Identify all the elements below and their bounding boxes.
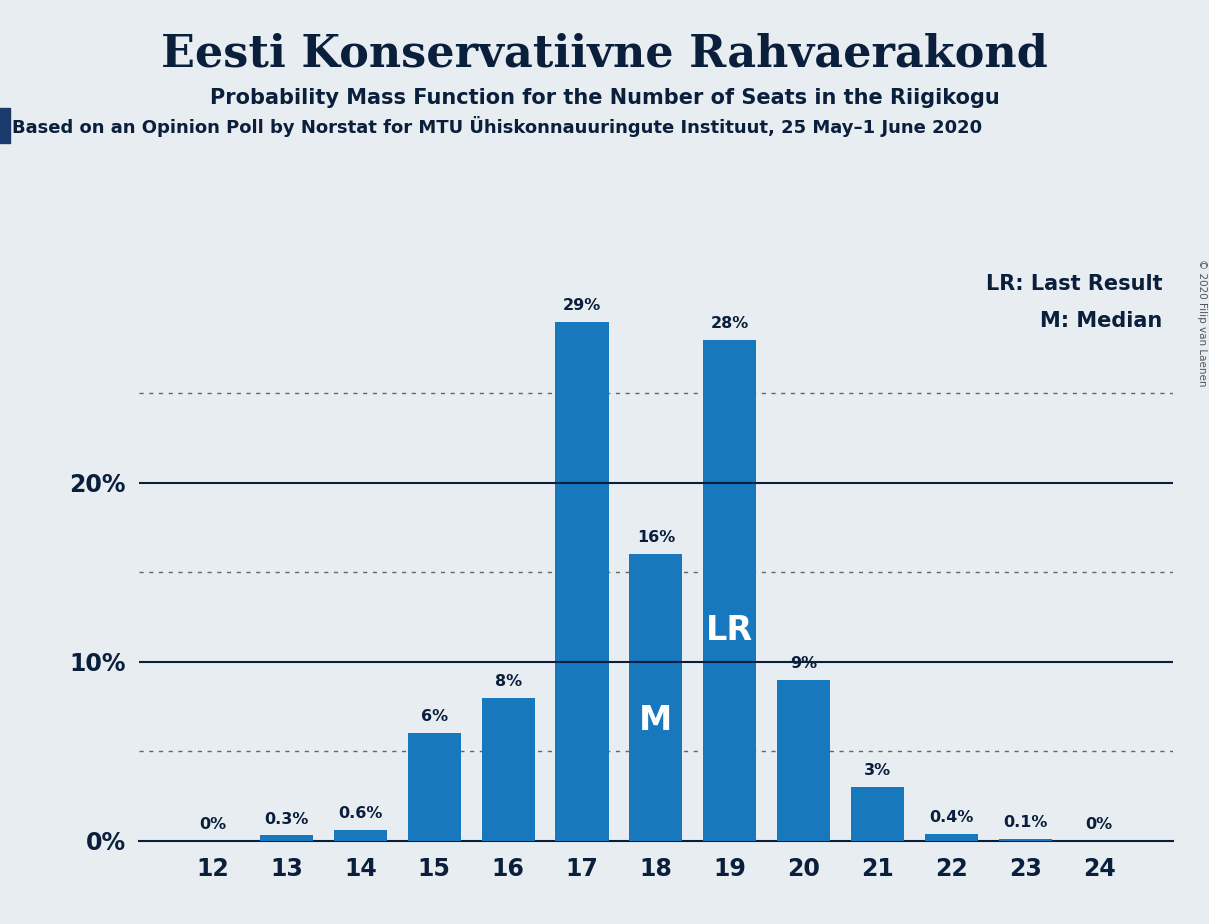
Text: 0.4%: 0.4% [930,809,973,825]
Text: 0.3%: 0.3% [265,811,308,826]
Text: 0.1%: 0.1% [1003,815,1047,830]
Text: Eesti Konservatiivne Rahvaerakond: Eesti Konservatiivne Rahvaerakond [161,32,1048,76]
Bar [777,680,831,841]
Text: LR: Last Result: LR: Last Result [985,274,1162,294]
Text: © 2020 Filip van Laenen: © 2020 Filip van Laenen [1197,259,1207,386]
Bar [851,787,904,841]
Text: 16%: 16% [637,530,675,545]
Text: 6%: 6% [421,710,447,724]
Bar [334,830,387,841]
Bar [260,835,313,841]
Text: 0%: 0% [199,817,226,832]
Bar [407,734,461,841]
Text: 0%: 0% [1086,817,1112,832]
Text: Probability Mass Function for the Number of Seats in the Riigikogu: Probability Mass Function for the Number… [209,88,1000,108]
Text: 9%: 9% [789,656,817,671]
Bar [925,833,978,841]
Bar [630,554,682,841]
Bar [704,340,757,841]
Text: LR: LR [706,614,753,647]
Bar [999,839,1052,841]
Text: 29%: 29% [563,298,601,312]
Text: 8%: 8% [494,674,522,688]
Text: 0.6%: 0.6% [339,806,382,821]
Text: 28%: 28% [711,316,748,331]
Text: M: M [640,704,672,737]
Text: Based on an Opinion Poll by Norstat for MTU Ühiskonnauuringute Instituut, 25 May: Based on an Opinion Poll by Norstat for … [12,116,982,137]
Text: M: Median: M: Median [1040,310,1162,331]
Text: 3%: 3% [864,763,891,778]
Bar [555,322,608,841]
Bar [481,698,534,841]
